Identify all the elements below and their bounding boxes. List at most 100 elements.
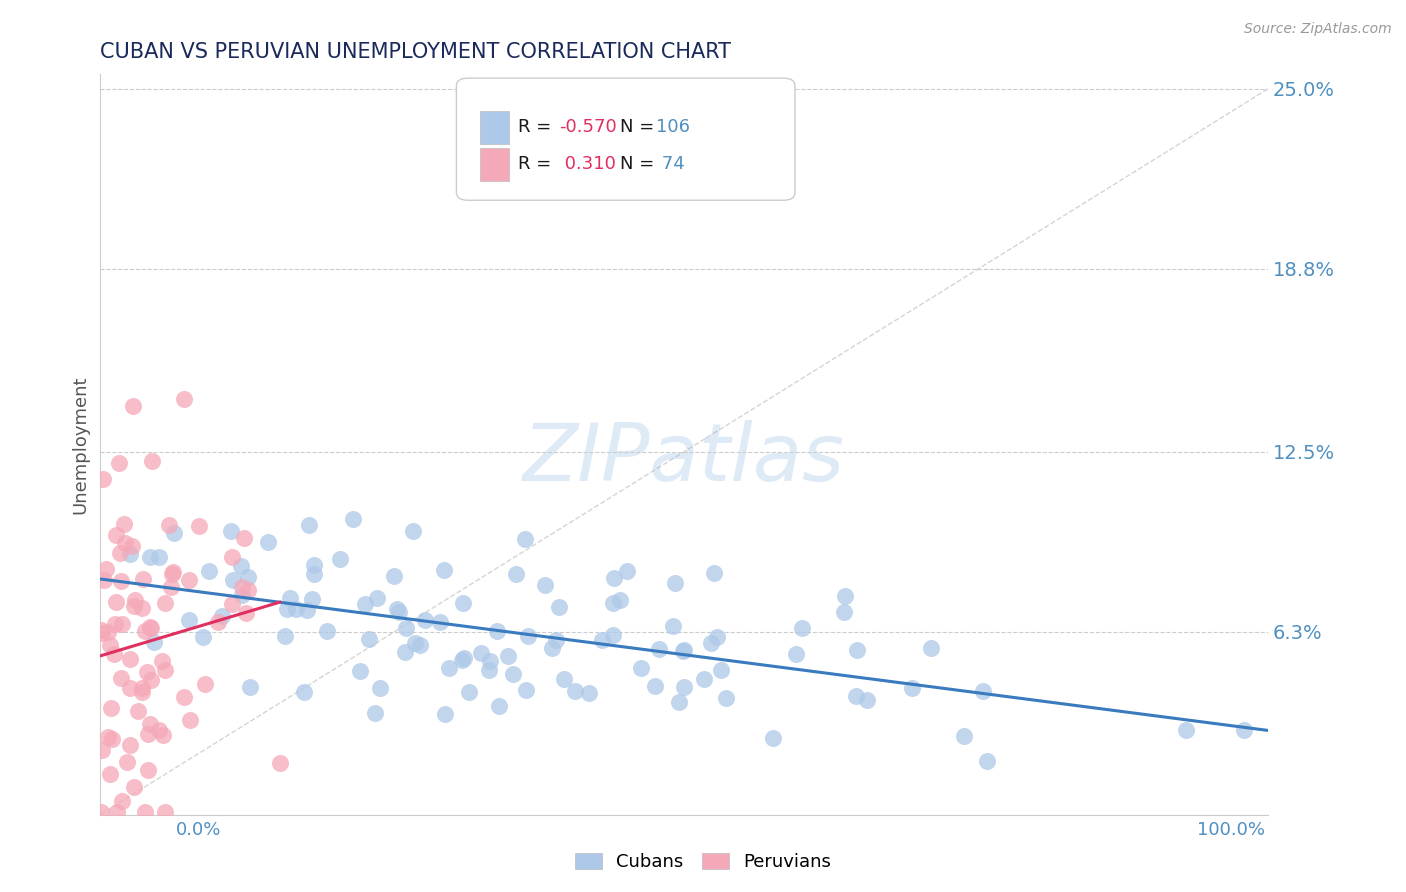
Text: N =: N = bbox=[620, 155, 654, 173]
Point bbox=[229, 558, 252, 573]
Point bbox=[385, 602, 408, 616]
Point bbox=[402, 524, 425, 538]
Point bbox=[134, 805, 156, 819]
Point bbox=[122, 780, 145, 794]
Point bbox=[609, 593, 631, 607]
Point bbox=[155, 596, 177, 610]
Point bbox=[134, 624, 156, 638]
Point bbox=[110, 672, 132, 686]
Point bbox=[100, 700, 122, 714]
Point bbox=[700, 636, 723, 650]
Point bbox=[284, 601, 307, 615]
Point bbox=[703, 566, 725, 581]
Point bbox=[131, 685, 153, 699]
Text: Source: ZipAtlas.com: Source: ZipAtlas.com bbox=[1244, 22, 1392, 37]
Text: 100.0%: 100.0% bbox=[1198, 821, 1265, 838]
Point bbox=[315, 624, 337, 638]
Point bbox=[297, 603, 319, 617]
Point bbox=[292, 685, 315, 699]
Point bbox=[564, 683, 586, 698]
Point bbox=[207, 615, 229, 629]
Point bbox=[353, 597, 375, 611]
Point bbox=[470, 647, 492, 661]
Point bbox=[141, 673, 163, 688]
Point bbox=[278, 591, 301, 606]
FancyBboxPatch shape bbox=[479, 148, 509, 181]
Point bbox=[194, 676, 217, 690]
Point bbox=[233, 531, 256, 545]
Point bbox=[98, 766, 121, 780]
Point bbox=[458, 685, 481, 699]
Point bbox=[437, 661, 460, 675]
Point bbox=[108, 546, 131, 560]
Point bbox=[108, 457, 131, 471]
Point bbox=[162, 565, 184, 579]
Point bbox=[602, 628, 624, 642]
Point bbox=[363, 706, 385, 720]
Point bbox=[662, 619, 685, 633]
Point bbox=[257, 534, 280, 549]
Point bbox=[404, 636, 426, 650]
Point bbox=[413, 613, 436, 627]
Point bbox=[157, 517, 180, 532]
Point bbox=[856, 693, 879, 707]
Y-axis label: Unemployment: Unemployment bbox=[72, 376, 89, 514]
Point bbox=[710, 664, 733, 678]
Point bbox=[368, 681, 391, 696]
Point bbox=[239, 680, 262, 694]
Point bbox=[429, 615, 451, 629]
Point bbox=[173, 392, 195, 407]
Point bbox=[90, 805, 112, 819]
Point bbox=[433, 563, 456, 577]
Point bbox=[395, 621, 418, 635]
Point bbox=[673, 680, 696, 694]
Text: -0.570: -0.570 bbox=[560, 118, 617, 136]
Point bbox=[834, 589, 856, 603]
Point bbox=[505, 567, 527, 582]
Point bbox=[486, 624, 509, 639]
Point bbox=[103, 647, 125, 661]
Point bbox=[644, 679, 666, 693]
Point bbox=[112, 516, 135, 531]
Point bbox=[648, 642, 671, 657]
Point bbox=[302, 566, 325, 581]
Point bbox=[591, 633, 613, 648]
Point bbox=[547, 600, 569, 615]
Point bbox=[219, 524, 242, 538]
Point bbox=[105, 805, 128, 819]
Point bbox=[160, 580, 183, 594]
Point bbox=[578, 686, 600, 700]
Point bbox=[111, 793, 134, 807]
Point bbox=[664, 575, 686, 590]
Point bbox=[342, 512, 364, 526]
Text: N =: N = bbox=[620, 118, 654, 136]
Text: 0.310: 0.310 bbox=[560, 155, 616, 173]
Point bbox=[792, 621, 814, 635]
Point bbox=[920, 641, 942, 656]
Point bbox=[153, 663, 176, 677]
Point bbox=[136, 763, 159, 777]
Point bbox=[515, 683, 537, 698]
Point bbox=[222, 573, 245, 587]
Point bbox=[131, 573, 153, 587]
Point bbox=[122, 599, 145, 613]
Text: CUBAN VS PERUVIAN UNEMPLOYMENT CORRELATION CHART: CUBAN VS PERUVIAN UNEMPLOYMENT CORRELATI… bbox=[100, 42, 731, 62]
Point bbox=[231, 588, 253, 602]
Point bbox=[273, 629, 295, 643]
Point bbox=[976, 755, 998, 769]
Point bbox=[139, 550, 162, 565]
Point bbox=[235, 606, 257, 620]
Point bbox=[179, 713, 201, 727]
Point bbox=[118, 652, 141, 666]
Point bbox=[121, 540, 143, 554]
Point bbox=[221, 550, 243, 565]
Point bbox=[97, 730, 120, 744]
Point bbox=[602, 571, 624, 585]
Point bbox=[602, 596, 624, 610]
Point bbox=[366, 591, 388, 605]
Point bbox=[110, 616, 132, 631]
Point bbox=[388, 605, 411, 619]
Point bbox=[104, 617, 127, 632]
Point bbox=[845, 690, 868, 704]
Point bbox=[451, 596, 474, 610]
